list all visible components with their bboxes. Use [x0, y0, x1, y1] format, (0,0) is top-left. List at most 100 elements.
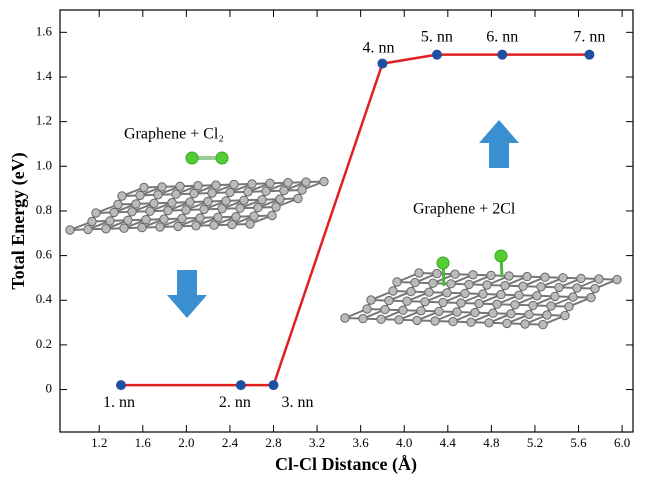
carbon-atom	[415, 269, 423, 277]
carbon-atom	[266, 179, 274, 187]
carbon-atom	[168, 199, 176, 207]
illustrations	[66, 120, 621, 329]
carbon-atom	[192, 222, 200, 230]
carbon-atom	[411, 278, 419, 286]
carbon-atom	[393, 278, 401, 286]
carbon-atom	[507, 310, 515, 318]
carbon-atom	[320, 177, 328, 185]
carbon-atom	[156, 223, 164, 231]
carbon-atom	[178, 214, 186, 222]
carbon-atom	[110, 208, 118, 216]
carbon-atom	[435, 307, 443, 315]
x-axis-title: Cl-Cl Distance (Å)	[275, 454, 417, 475]
carbon-atom	[447, 280, 455, 288]
carbon-atom	[160, 215, 168, 223]
carbon-atom	[457, 299, 465, 307]
carbon-atom	[150, 199, 158, 207]
point	[269, 380, 279, 390]
carbon-atom	[176, 182, 184, 190]
x-tick-label: 5.2	[527, 435, 543, 450]
carbon-atom	[232, 213, 240, 221]
point	[377, 59, 387, 69]
y-tick-label: 0.6	[36, 247, 53, 262]
carbon-atom	[138, 223, 146, 231]
carbon-atom	[84, 225, 92, 233]
carbon-atom	[302, 178, 310, 186]
carbon-atom	[250, 212, 258, 220]
carbon-atom	[469, 271, 477, 279]
carbon-atom	[503, 319, 511, 327]
x-tick-label: 3.6	[353, 435, 370, 450]
point	[584, 50, 594, 60]
point-label: 4. nn	[362, 39, 394, 56]
carbon-atom	[485, 319, 493, 327]
carbon-atom	[511, 301, 519, 309]
carbon-atom	[483, 281, 491, 289]
carbon-atom	[210, 221, 218, 229]
carbon-atom	[497, 290, 505, 298]
carbon-atom	[395, 316, 403, 324]
carbon-atom	[258, 196, 266, 204]
carbon-atom	[363, 305, 371, 313]
carbon-atom	[433, 269, 441, 277]
point	[432, 50, 442, 60]
carbon-atom	[208, 189, 216, 197]
carbon-atom	[595, 275, 603, 283]
carbon-atom	[381, 305, 389, 313]
carbon-atom	[154, 191, 162, 199]
x-tick-label: 4.4	[440, 435, 457, 450]
up-arrow	[479, 120, 519, 168]
carbon-atom	[561, 311, 569, 319]
carbon-atom	[587, 293, 595, 301]
carbon-atom	[547, 302, 555, 310]
carbon-atom	[248, 180, 256, 188]
carbon-atom	[236, 204, 244, 212]
carbon-atom	[200, 205, 208, 213]
carbon-atom	[341, 314, 349, 322]
carbon-atom	[577, 274, 585, 282]
carbon-atom	[367, 296, 375, 304]
carbon-atom	[246, 220, 254, 228]
carbon-atom	[479, 290, 487, 298]
carbon-atom	[493, 300, 501, 308]
carbon-atom	[230, 180, 238, 188]
carbon-atom	[118, 192, 126, 200]
y-axis-title: Total Energy (eV)	[8, 152, 29, 289]
carbon-atom	[196, 214, 204, 222]
carbon-atom	[280, 186, 288, 194]
carbon-atom	[425, 288, 433, 296]
line	[121, 55, 589, 385]
carbon-atom	[529, 301, 537, 309]
cl-atom	[437, 257, 449, 269]
y-tick-label: 0.8	[36, 202, 52, 217]
carbon-atom	[559, 274, 567, 282]
carbon-atom	[417, 307, 425, 315]
carbon-atom	[66, 226, 74, 234]
carbon-atom	[244, 188, 252, 196]
carbon-atom	[515, 291, 523, 299]
x-tick-label: 2.0	[178, 435, 194, 450]
y-tick-label: 1.0	[36, 157, 52, 172]
carbon-atom	[120, 224, 128, 232]
carbon-atom	[521, 320, 529, 328]
carbon-atom	[443, 289, 451, 297]
point-label: 7. nn	[573, 28, 605, 45]
carbon-atom	[106, 217, 114, 225]
carbon-atom	[142, 216, 150, 224]
carbon-atom	[254, 203, 262, 211]
x-tick-label: 1.2	[91, 435, 107, 450]
carbon-atom	[294, 194, 302, 202]
carbon-atom	[591, 284, 599, 292]
y-tick-label: 0.4	[36, 291, 53, 306]
y-tick-label: 1.2	[36, 113, 52, 128]
carbon-atom	[489, 309, 497, 317]
x-tick-label: 2.8	[265, 435, 281, 450]
carbon-atom	[449, 317, 457, 325]
carbon-atom	[174, 222, 182, 230]
carbon-atom	[573, 284, 581, 292]
point	[116, 380, 126, 390]
carbon-atom	[439, 298, 447, 306]
cl-atom	[216, 152, 228, 164]
point	[236, 380, 246, 390]
carbon-atom	[136, 191, 144, 199]
